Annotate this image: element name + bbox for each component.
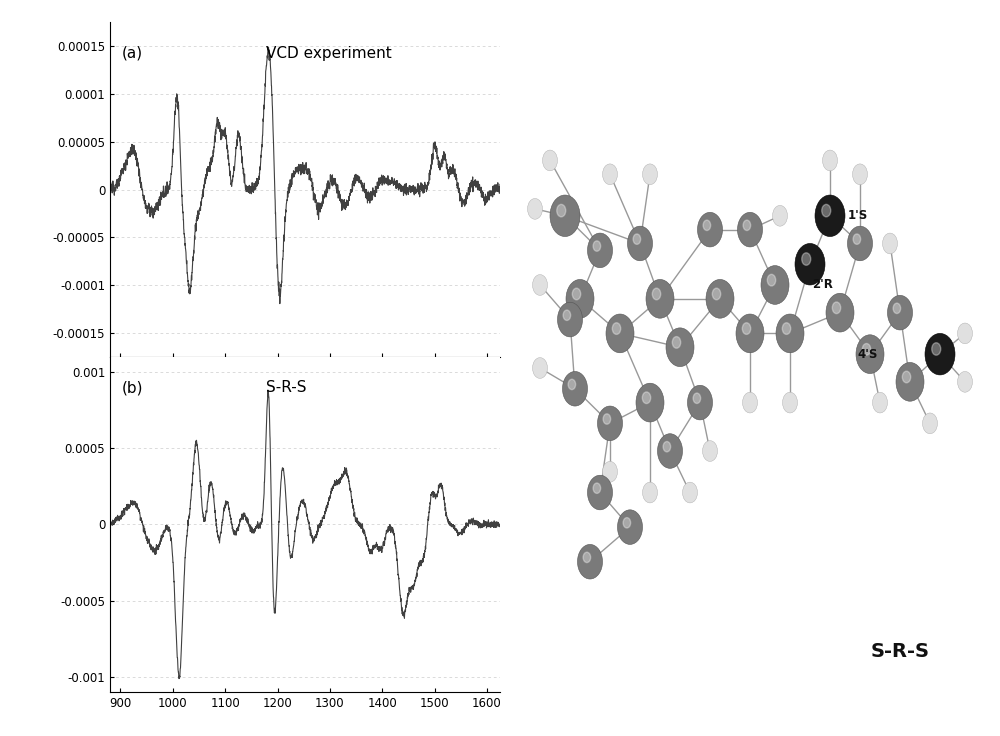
Circle shape [628,226,652,261]
Circle shape [702,441,718,461]
Circle shape [672,336,681,348]
Circle shape [558,302,582,337]
Circle shape [618,510,642,545]
Circle shape [557,205,566,217]
Circle shape [606,314,634,353]
Circle shape [646,280,674,318]
Circle shape [958,372,972,392]
Circle shape [693,393,701,403]
Circle shape [562,372,588,406]
Circle shape [568,379,576,389]
Circle shape [832,302,841,314]
Circle shape [826,293,854,332]
Circle shape [682,482,698,503]
Circle shape [642,164,658,185]
Text: 1'S: 1'S [848,209,868,222]
Circle shape [666,328,694,367]
Circle shape [761,266,789,305]
Circle shape [588,475,612,510]
Circle shape [802,252,811,265]
Circle shape [663,442,671,452]
Circle shape [902,371,911,383]
Circle shape [602,164,618,185]
Text: S-R-S: S-R-S [870,642,930,661]
Text: 4'S: 4'S [858,347,878,361]
Circle shape [925,333,955,375]
Circle shape [652,289,661,300]
Circle shape [893,303,901,314]
Circle shape [795,244,825,285]
Circle shape [602,461,618,482]
Circle shape [583,552,591,562]
Circle shape [698,213,722,247]
Circle shape [532,358,548,378]
Circle shape [578,545,602,579]
Circle shape [593,483,601,493]
Circle shape [566,280,594,318]
Text: 2'R: 2'R [812,278,833,291]
Circle shape [862,344,871,355]
Circle shape [852,164,868,185]
Circle shape [896,362,924,401]
Circle shape [776,314,804,353]
Circle shape [772,205,788,226]
Circle shape [815,195,845,236]
Circle shape [782,323,791,334]
Circle shape [572,289,581,300]
Circle shape [658,434,682,468]
Circle shape [636,383,664,422]
Circle shape [603,414,611,424]
Circle shape [532,275,548,295]
Text: S-R-S: S-R-S [266,381,306,395]
Text: (a): (a) [122,46,143,60]
Circle shape [623,517,631,528]
Circle shape [932,343,941,355]
Circle shape [822,150,838,171]
Circle shape [883,233,898,254]
Circle shape [888,295,912,330]
Circle shape [872,392,888,413]
Circle shape [550,195,580,236]
Circle shape [742,323,751,334]
Circle shape [958,323,972,344]
Circle shape [743,220,751,230]
Circle shape [642,392,651,403]
Circle shape [738,213,763,247]
Circle shape [563,310,571,320]
Circle shape [642,482,658,503]
Circle shape [767,275,776,286]
Circle shape [612,323,621,334]
Circle shape [742,392,758,413]
Circle shape [703,220,711,230]
Circle shape [853,234,861,244]
Circle shape [542,150,558,171]
Circle shape [706,280,734,318]
Circle shape [528,199,542,219]
Circle shape [782,392,798,413]
Circle shape [822,205,831,217]
Circle shape [588,233,612,268]
Circle shape [688,386,712,420]
Circle shape [856,335,884,374]
Circle shape [633,234,641,244]
Circle shape [922,413,938,434]
Circle shape [712,289,721,300]
Circle shape [593,241,601,251]
Circle shape [598,406,622,441]
Circle shape [736,314,764,353]
Circle shape [848,226,872,261]
Text: (b): (b) [122,381,143,395]
Text: VCD experiment: VCD experiment [266,46,392,60]
